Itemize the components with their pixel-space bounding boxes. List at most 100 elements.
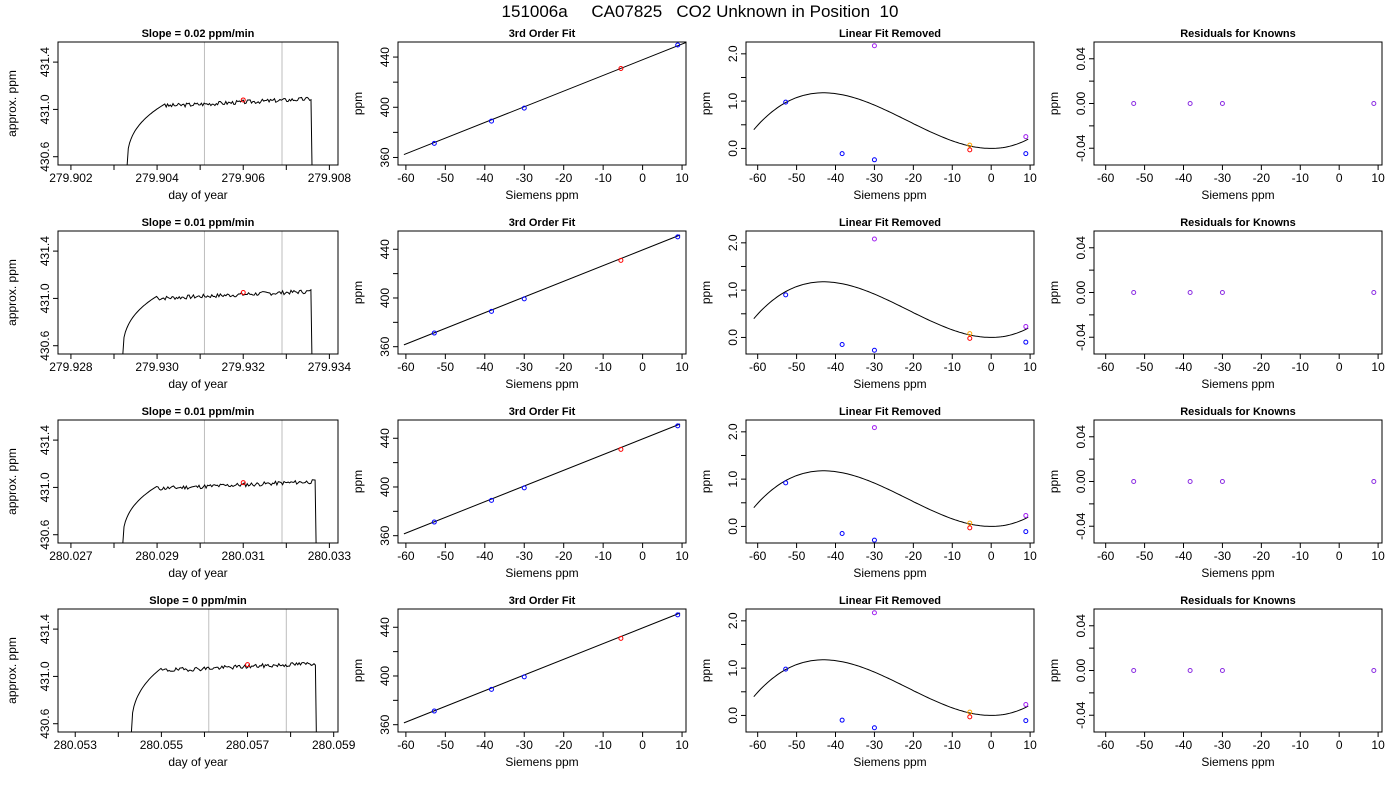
panel-4-4: Residuals for Knowns -60 -50 -40 -30 -20 -10 0 1… [1047, 595, 1385, 769]
y-axis-label: ppm [351, 281, 365, 304]
panel-1-1: Slope = 0.02 ppm/min 279.902 279.904 279.90… [5, 28, 351, 202]
fit-curve [753, 281, 1029, 338]
data-point [1371, 479, 1377, 484]
x-tick-label: 279.902 [49, 171, 93, 185]
x-axis-label: Siemens ppm [853, 377, 926, 391]
y-tick-label: 0.00 [1074, 469, 1088, 493]
data-point [967, 525, 973, 531]
data-point [1187, 101, 1193, 106]
plot-area [122, 231, 313, 354]
x-tick-label: 279.906 [222, 171, 266, 185]
data-point [1023, 339, 1029, 345]
x-tick-label: 280.057 [226, 738, 270, 752]
x-tick-label: -40 [827, 360, 845, 374]
data-point [431, 330, 437, 336]
x-tick-label: -60 [749, 738, 767, 752]
x-tick-label: 0 [639, 171, 646, 185]
x-tick-label: -10 [944, 738, 962, 752]
x-axis-label: Siemens ppm [853, 566, 926, 580]
panel-title: Linear Fit Removed [839, 595, 941, 607]
x-tick-label: -40 [827, 549, 845, 563]
x-tick-label: -10 [1292, 738, 1310, 752]
panel-title: Residuals for Knowns [1180, 406, 1296, 418]
data-point [489, 686, 495, 692]
x-tick-label: -60 [397, 738, 415, 752]
y-axis-label: ppm [1047, 659, 1061, 682]
x-tick-label: -10 [1292, 549, 1310, 563]
panel-2-3: Linear Fit Removed -60 -50 -40 -30 -20 -10 0 10 0… [699, 217, 1037, 391]
x-tick-label: -20 [555, 360, 573, 374]
data-point [967, 709, 973, 715]
x-tick-label: 0 [639, 549, 646, 563]
plot-area [753, 236, 1029, 353]
x-tick-label: 0 [639, 738, 646, 752]
x-tick-label: 279.928 [49, 360, 93, 374]
panel-1-3: Linear Fit Removed -60 -50 -40 -30 -20 -10 0 10 0… [699, 28, 1037, 202]
y-tick-label: 431.4 [38, 614, 52, 644]
plot-area [1131, 101, 1377, 106]
x-tick-label: -20 [555, 549, 573, 563]
y-tick-label: 360 [378, 714, 392, 734]
data-point [521, 296, 527, 302]
y-tick-label: 2.0 [726, 612, 740, 629]
data-point [521, 105, 527, 111]
x-tick-label: -40 [1175, 360, 1193, 374]
y-axis-label: approx. ppm [5, 637, 19, 704]
y-axis-label: ppm [351, 92, 365, 115]
x-axis-label: Siemens ppm [1201, 566, 1274, 580]
x-tick-label: -20 [905, 171, 923, 185]
data-point [1219, 290, 1225, 295]
y-tick-label: 1.0 [726, 659, 740, 676]
x-tick-label: 10 [1023, 360, 1037, 374]
data-point [871, 610, 877, 616]
x-tick-label: 0 [1336, 171, 1343, 185]
data-point [1131, 479, 1137, 484]
x-tick-label: 280.033 [308, 549, 352, 563]
x-tick-label: 279.932 [222, 360, 266, 374]
x-tick-label: -50 [788, 549, 806, 563]
panel-2-1: Slope = 0.01 ppm/min 279.928 279.930 279.93… [5, 217, 351, 391]
y-tick-label: 430.6 [38, 141, 52, 171]
mean-marker [240, 480, 246, 486]
x-tick-label: 279.934 [308, 360, 352, 374]
panel-title: Residuals for Knowns [1180, 28, 1296, 40]
x-axis-label: Siemens ppm [1201, 377, 1274, 391]
x-tick-label: -30 [866, 549, 884, 563]
data-point [783, 666, 789, 672]
y-tick-label: 0.00 [1074, 280, 1088, 304]
y-tick-label: 430.6 [38, 708, 52, 738]
x-tick-label: -20 [1253, 171, 1271, 185]
plot-area [1131, 668, 1377, 673]
x-tick-label: -60 [1097, 360, 1115, 374]
x-tick-label: -20 [905, 549, 923, 563]
x-tick-label: -30 [866, 171, 884, 185]
data-point [1371, 101, 1377, 106]
data-point [675, 612, 681, 618]
plot-frame [1093, 230, 1383, 355]
data-point [1023, 718, 1029, 724]
x-axis-label: Siemens ppm [505, 755, 578, 769]
y-tick-label: 431.0 [38, 661, 52, 691]
data-point [431, 140, 437, 146]
y-tick-label: 1.0 [726, 281, 740, 298]
panel-title: Residuals for Knowns [1180, 217, 1296, 229]
plot-frame [57, 230, 339, 355]
x-tick-label: -40 [827, 738, 845, 752]
x-axis-label: Siemens ppm [853, 188, 926, 202]
data-point [871, 537, 877, 543]
plot-area [753, 43, 1029, 163]
x-tick-label: -10 [944, 549, 962, 563]
x-tick-label: -50 [437, 360, 455, 374]
y-tick-label: 431.0 [38, 94, 52, 124]
panel-title: Slope = 0.01 ppm/min [142, 406, 255, 418]
data-point [431, 519, 437, 525]
y-axis-label: ppm [351, 659, 365, 682]
x-tick-label: -60 [749, 549, 767, 563]
plot-area [403, 42, 686, 156]
data-point [1187, 479, 1193, 484]
plot-frame [745, 41, 1035, 166]
data-point [675, 42, 681, 48]
x-tick-label: 0 [1336, 549, 1343, 563]
fit-curve [753, 92, 1029, 149]
x-tick-label: -30 [866, 360, 884, 374]
